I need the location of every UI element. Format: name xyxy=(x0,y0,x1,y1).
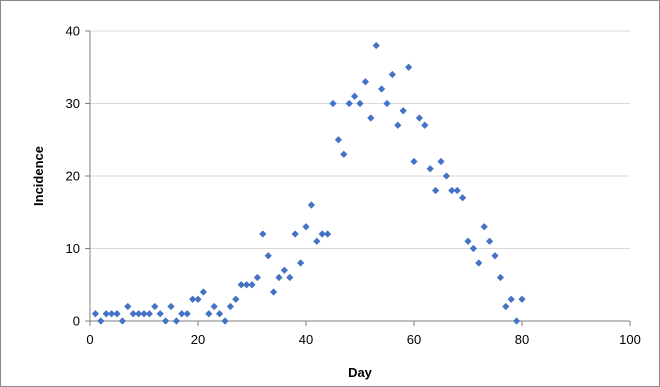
data-point xyxy=(442,172,450,180)
data-point xyxy=(491,252,499,260)
data-point xyxy=(232,295,240,303)
data-point xyxy=(124,302,132,311)
data-point xyxy=(361,78,369,86)
data-point xyxy=(286,273,294,282)
data-point xyxy=(507,295,515,303)
y-tick-label: 10 xyxy=(66,241,80,256)
data-point xyxy=(113,310,121,318)
data-point xyxy=(172,317,180,325)
data-point xyxy=(518,295,526,303)
data-point xyxy=(199,288,207,296)
data-point xyxy=(145,310,153,318)
x-tick-label: 0 xyxy=(86,332,93,347)
gridlines xyxy=(90,30,630,249)
data-point xyxy=(102,310,110,318)
data-point xyxy=(378,85,386,93)
y-axis-title: Incidence xyxy=(31,146,46,206)
data-point xyxy=(356,99,364,108)
data-point xyxy=(367,114,375,122)
data-point xyxy=(270,288,278,296)
data-point xyxy=(405,63,413,71)
x-tick-label: 40 xyxy=(299,332,313,347)
x-tick-label: 80 xyxy=(515,332,529,347)
data-point xyxy=(205,310,213,318)
data-point xyxy=(302,223,310,231)
x-axis-title: Day xyxy=(348,365,373,380)
data-point xyxy=(448,186,456,195)
data-point xyxy=(318,230,326,238)
data-point xyxy=(253,273,261,282)
data-point xyxy=(486,237,494,245)
y-tick-label: 20 xyxy=(66,169,80,184)
x-tick-label: 100 xyxy=(619,332,641,347)
data-point xyxy=(243,281,251,289)
data-point xyxy=(167,302,175,311)
data-point xyxy=(140,310,148,318)
data-point xyxy=(221,317,229,325)
data-point xyxy=(135,310,143,318)
data-point xyxy=(334,136,342,144)
data-point xyxy=(162,317,170,325)
data-point xyxy=(178,310,186,318)
data-point xyxy=(248,281,256,289)
data-point xyxy=(307,201,315,209)
data-point xyxy=(345,99,353,108)
data-point xyxy=(91,310,99,318)
data-point xyxy=(383,99,391,108)
data-point xyxy=(388,70,396,79)
data-point xyxy=(291,230,299,238)
data-point xyxy=(502,302,510,311)
data-point xyxy=(399,107,407,115)
axes xyxy=(85,30,631,326)
data-point xyxy=(464,237,472,245)
data-point xyxy=(108,310,116,318)
data-point xyxy=(459,194,467,202)
data-point xyxy=(280,266,288,274)
data-point xyxy=(329,99,337,108)
y-tick-label: 40 xyxy=(66,24,80,39)
data-point xyxy=(275,273,283,282)
data-point xyxy=(351,92,359,100)
data-point xyxy=(151,302,159,311)
data-point xyxy=(480,223,488,231)
y-tick-label: 0 xyxy=(73,314,80,329)
data-point xyxy=(340,150,348,158)
data-point xyxy=(432,186,440,195)
data-point xyxy=(264,252,272,260)
tick-labels: 0 10 20 30 40 0 20 40 60 80 100 xyxy=(66,24,641,348)
data-point xyxy=(118,317,126,325)
data-point xyxy=(426,165,434,173)
data-point xyxy=(97,317,105,325)
data-point xyxy=(372,41,380,50)
data-point xyxy=(453,186,461,195)
y-tick-label: 30 xyxy=(66,96,80,111)
data-point xyxy=(216,310,224,318)
data-point xyxy=(129,310,137,318)
data-point xyxy=(513,317,521,325)
data-point xyxy=(297,259,305,267)
data-point xyxy=(210,302,218,311)
data-point xyxy=(496,273,504,282)
x-tick-label: 60 xyxy=(407,332,421,347)
x-tick-label: 20 xyxy=(191,332,205,347)
data-point xyxy=(415,114,423,122)
data-point xyxy=(394,121,402,129)
data-point xyxy=(194,295,202,303)
data-point xyxy=(469,244,477,253)
data-point xyxy=(237,281,245,289)
data-points xyxy=(91,41,526,325)
data-point xyxy=(156,310,164,318)
data-point xyxy=(324,230,332,238)
data-point xyxy=(226,302,234,311)
data-point xyxy=(259,230,267,238)
data-point xyxy=(437,157,445,166)
data-point xyxy=(410,157,418,166)
data-point xyxy=(421,121,429,129)
data-point xyxy=(475,259,483,267)
data-point xyxy=(183,310,191,318)
data-point xyxy=(189,295,197,303)
data-point xyxy=(313,237,321,245)
